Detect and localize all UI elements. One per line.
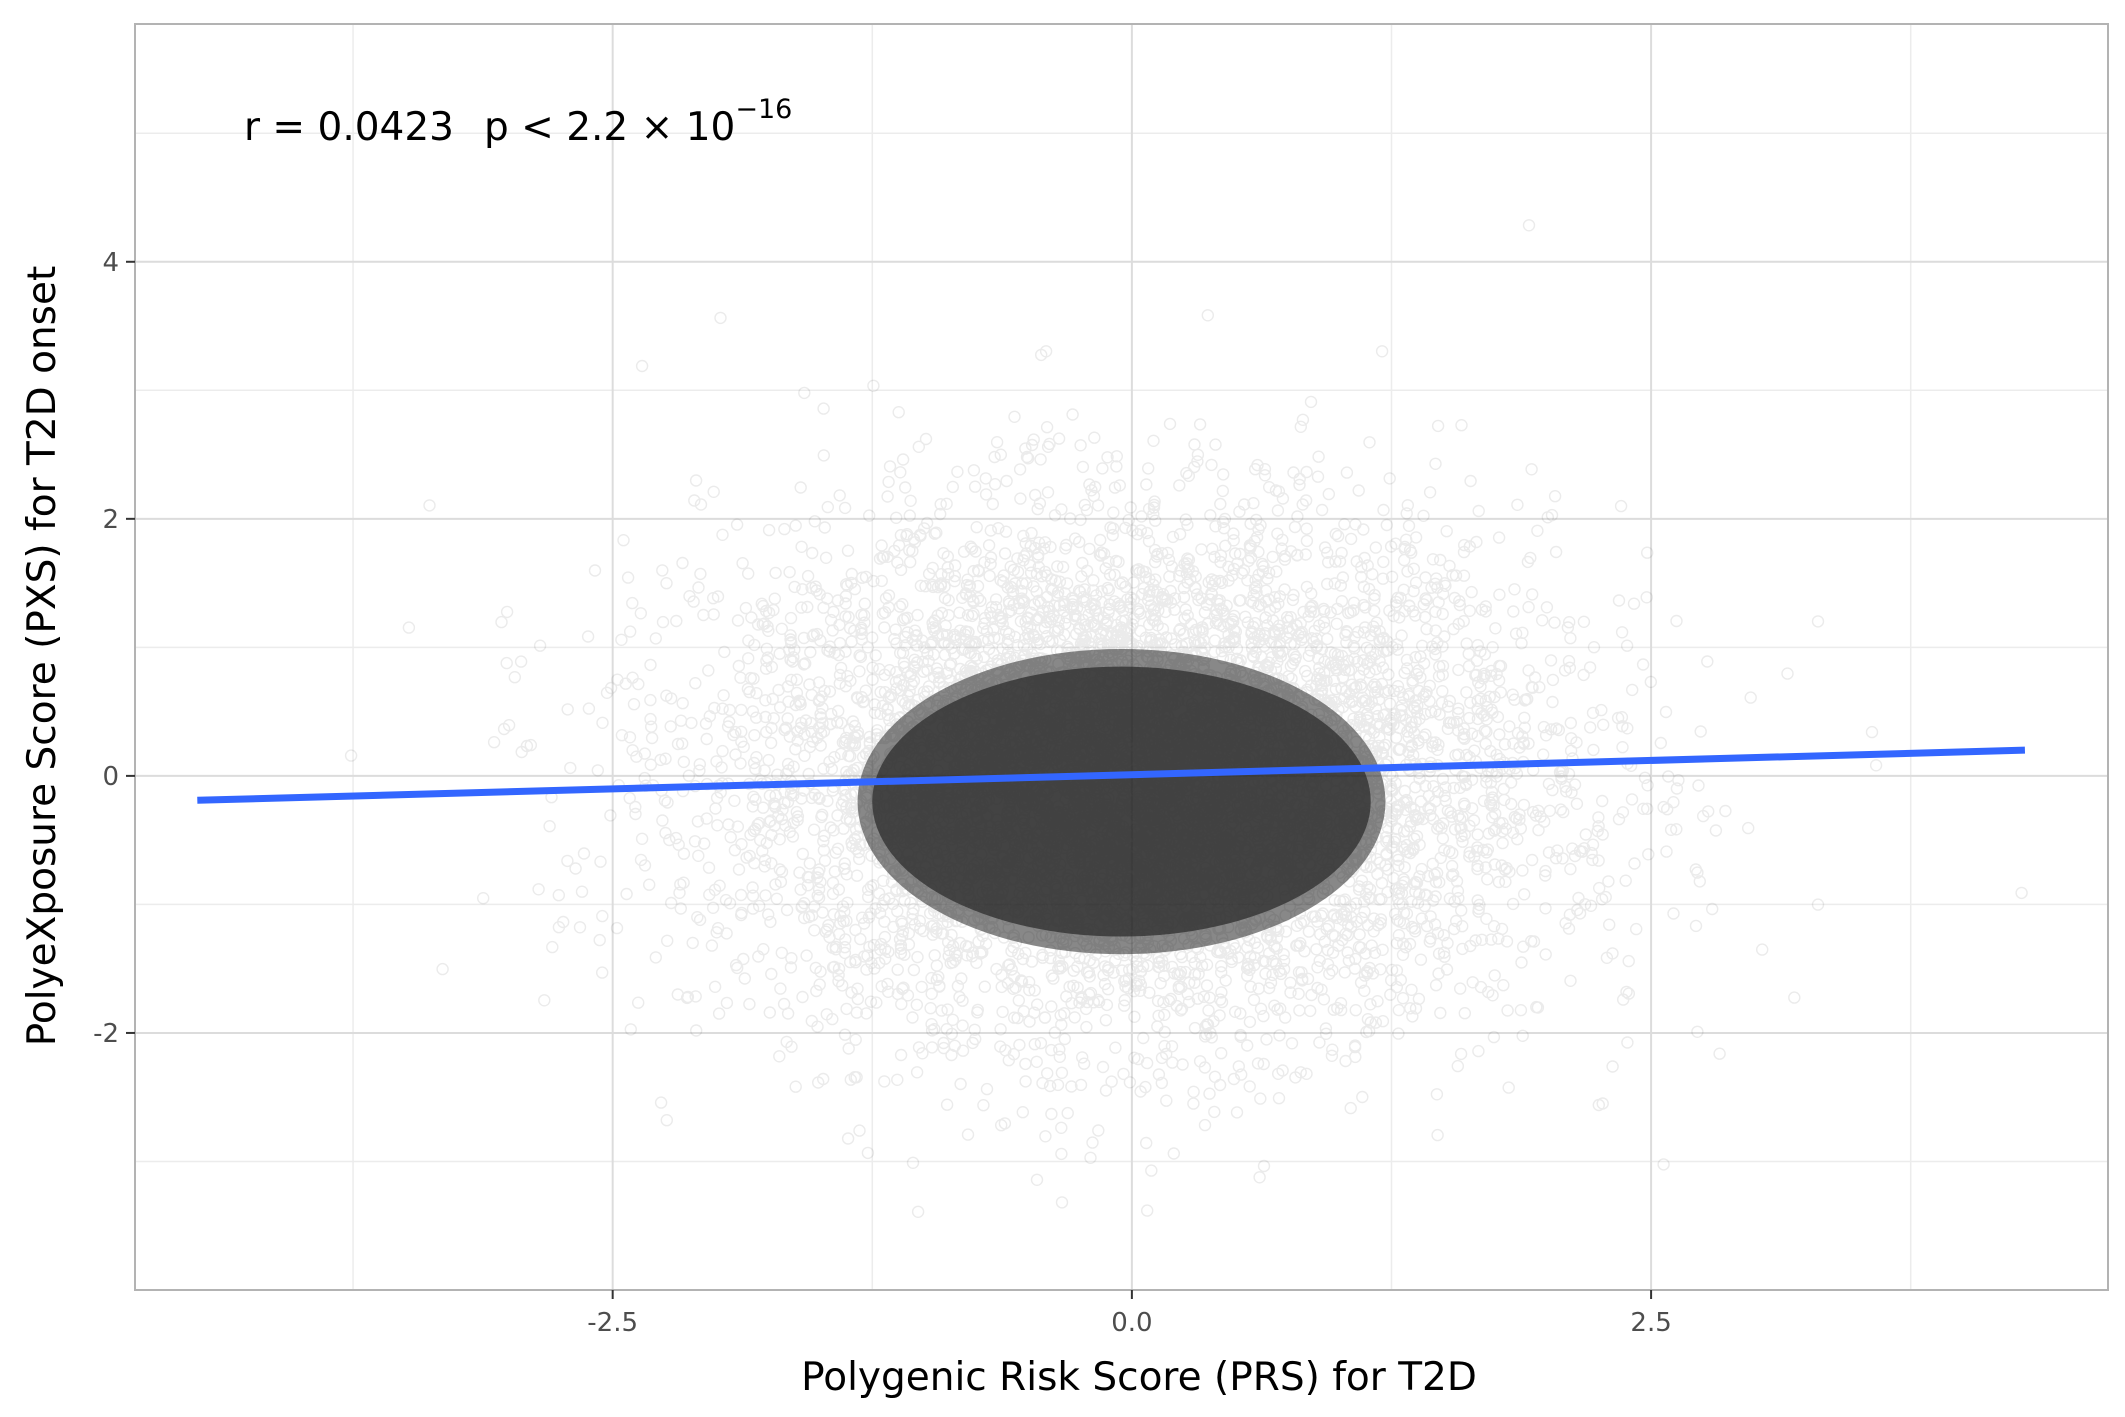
y-tick-label: 4 bbox=[102, 248, 119, 278]
x-tick-label: 2.5 bbox=[1630, 1308, 1671, 1338]
regression-line bbox=[197, 746, 2026, 804]
p-value-exponent: −16 bbox=[735, 94, 792, 125]
p-value-text: p < 2.2 × 10 bbox=[484, 105, 735, 150]
y-axis-ticks: -2 0 2 4 bbox=[93, 248, 135, 1049]
regression-line-group bbox=[197, 746, 2026, 804]
x-tick-label: 0.0 bbox=[1111, 1308, 1152, 1338]
y-tick-label: 2 bbox=[102, 505, 119, 535]
x-axis-ticks: -2.5 0.0 2.5 bbox=[587, 1290, 1672, 1338]
y-tick-label: -2 bbox=[93, 1019, 119, 1049]
scatter-dense-core-inner bbox=[872, 666, 1371, 937]
panel-border bbox=[134, 23, 2109, 1291]
y-axis-title: PolyeXposure Score (PXS) for T2D onset bbox=[20, 266, 65, 1047]
data-points bbox=[344, 219, 2028, 1218]
x-tick-label: -2.5 bbox=[587, 1308, 638, 1338]
r-value-text: r = 0.0423 bbox=[244, 105, 454, 150]
correlation-annotation: r = 0.0423 p < 2.2 × 10−16 bbox=[244, 94, 792, 150]
y-tick-label: 0 bbox=[102, 762, 119, 792]
x-axis-title: Polygenic Risk Score (PRS) for T2D bbox=[801, 1355, 1477, 1400]
